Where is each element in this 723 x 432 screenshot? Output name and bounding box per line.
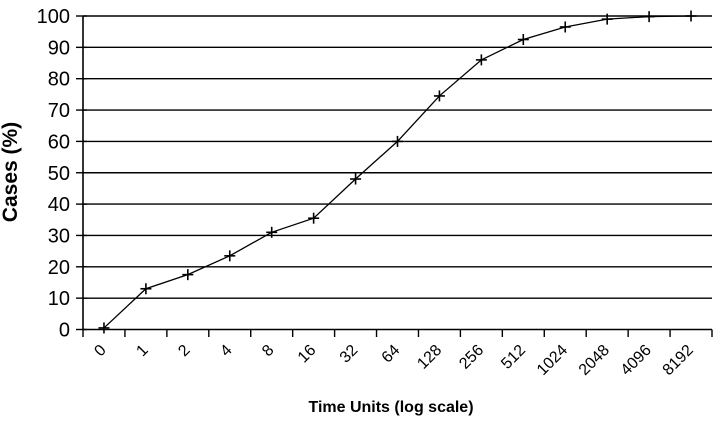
y-axis-title: Cases (%) [0,121,22,223]
y-tick-label: 50 [48,163,70,185]
x-tick-label: 0 [91,342,109,360]
x-tick-label: 2048 [576,342,613,379]
x-tick-label: 8192 [660,342,697,379]
y-tick-label: 20 [48,257,70,279]
y-tick-label: 30 [48,225,70,247]
y-tick-label: 100 [37,6,70,28]
x-axis-title: Time Units (log scale) [308,399,474,416]
y-tick-label: 10 [48,288,70,310]
x-tick-label: 32 [337,342,362,367]
x-tick-label: 512 [498,342,529,373]
x-tick-label: 2 [175,342,193,360]
y-tick-label: 70 [48,100,70,122]
x-tick-label: 256 [456,342,487,373]
y-tick-label: 90 [48,37,70,59]
y-tick-label: 80 [48,69,70,91]
x-tick-label: 64 [379,342,404,367]
series-line [103,15,692,329]
x-tick-label: 8 [259,342,277,360]
x-tick-label: 128 [414,342,445,373]
x-tick-label: 1 [133,342,151,360]
x-tick-label: 4096 [618,342,655,379]
x-tick-label: 4 [217,342,235,360]
x-tick-label: 1024 [534,342,571,379]
y-tick-label: 60 [48,131,70,153]
y-tick-label: 40 [48,194,70,216]
y-tick-label: 0 [59,320,70,342]
x-tick-label: 16 [295,342,320,367]
